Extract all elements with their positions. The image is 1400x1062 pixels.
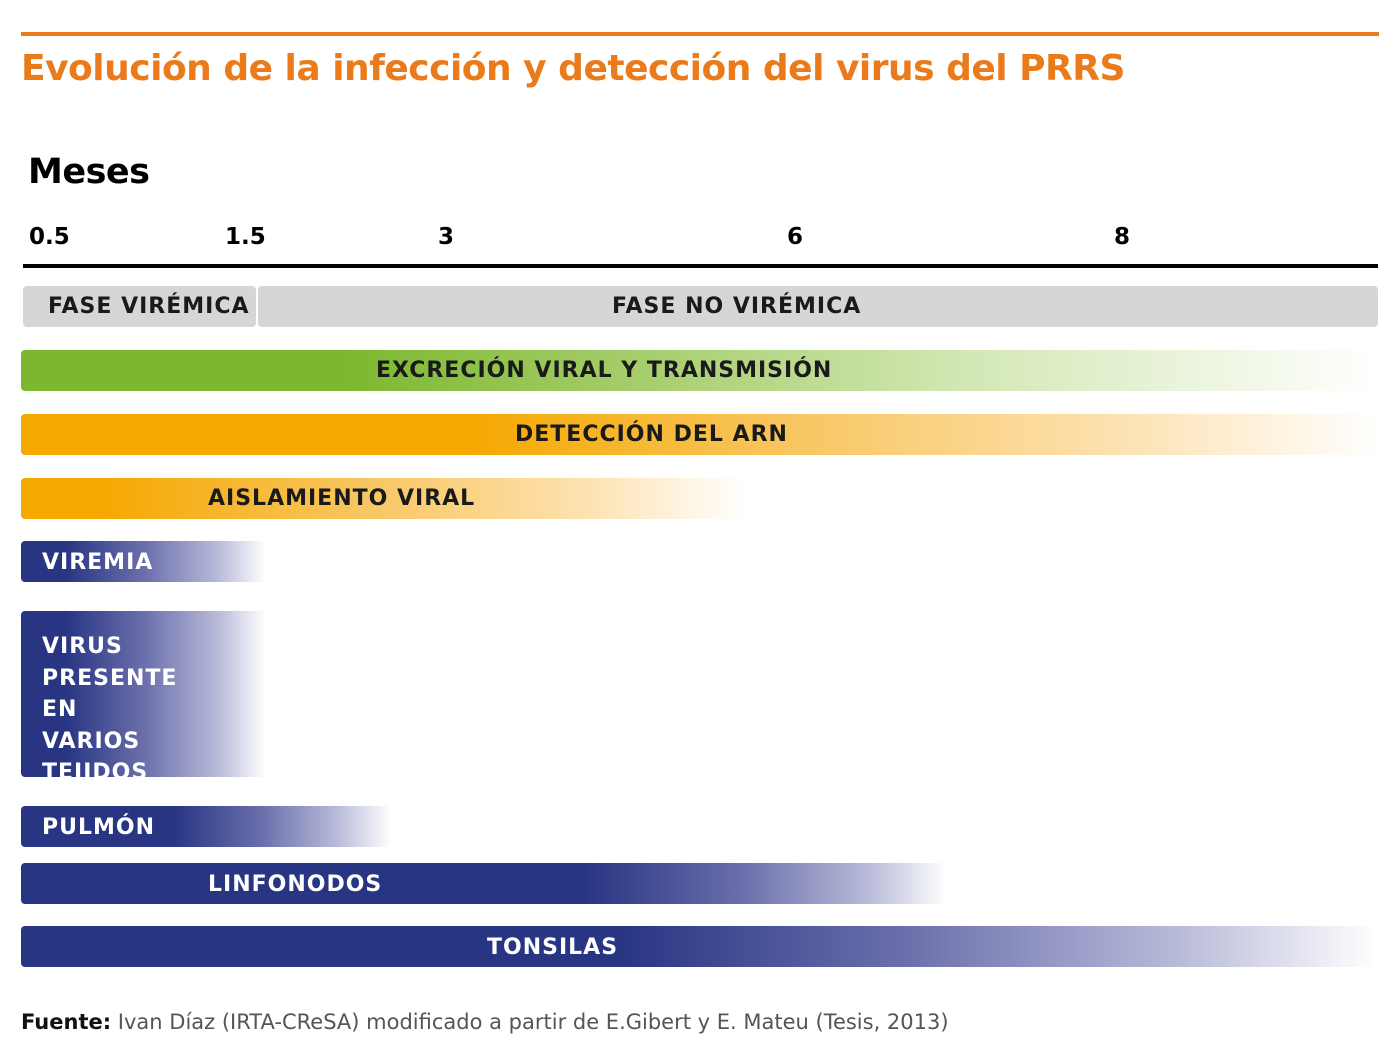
excretion-label: EXCRECIÓN VIRAL Y TRANSMISIÓN <box>376 358 833 383</box>
viremia-label: VIREMIA <box>42 550 154 575</box>
page-title: Evolución de la infección y detección de… <box>21 48 1125 89</box>
rna-detection-bar: DETECCIÓN DEL ARN <box>21 414 1378 455</box>
viremic-phase-label: FASE VIRÉMICA <box>48 294 250 319</box>
lung-label: PULMÓN <box>42 815 156 840</box>
axis-title: Meses <box>28 152 150 192</box>
tissues-bar: VIRUS PRESENTE EN VARIOS TEJIDOS <box>21 611 266 785</box>
lung-bar: PULMÓN <box>21 806 391 847</box>
viremic-phase-bar: FASE VIRÉMICA <box>23 286 256 327</box>
excretion-bar: EXCRECIÓN VIRAL Y TRANSMISIÓN <box>21 350 1378 391</box>
tissues-label: VIRUS PRESENTE EN VARIOS TEJIDOS <box>42 634 178 785</box>
rna-detection-label: DETECCIÓN DEL ARN <box>515 422 788 447</box>
lymph-nodes-bar: LINFONODOS <box>21 863 946 904</box>
non-viremic-phase-bar: FASE NO VIRÉMICA <box>258 286 1378 327</box>
viremia-bar: VIREMIA <box>21 541 266 582</box>
tonsils-bar: TONSILAS <box>21 926 1378 967</box>
non-viremic-phase-label: FASE NO VIRÉMICA <box>612 294 862 319</box>
tick-label: 0.5 <box>29 224 70 250</box>
tick-label: 6 <box>787 224 804 250</box>
isolation-bar: AISLAMIENTO VIRAL <box>21 478 746 519</box>
source-label: Fuente: <box>21 1010 112 1034</box>
source-text: Ivan Díaz (IRTA-CReSA) modificado a part… <box>111 1010 949 1034</box>
axis-line <box>23 264 1378 268</box>
tonsils-label: TONSILAS <box>487 935 619 960</box>
title-rule <box>21 32 1379 36</box>
tick-label: 1.5 <box>225 224 266 250</box>
isolation-label: AISLAMIENTO VIRAL <box>208 486 476 511</box>
tick-label: 3 <box>438 224 455 250</box>
source-note: Fuente: Ivan Díaz (IRTA-CReSA) modificad… <box>21 1010 949 1034</box>
tick-label: 8 <box>1114 224 1131 250</box>
lymph-nodes-label: LINFONODOS <box>208 872 383 897</box>
